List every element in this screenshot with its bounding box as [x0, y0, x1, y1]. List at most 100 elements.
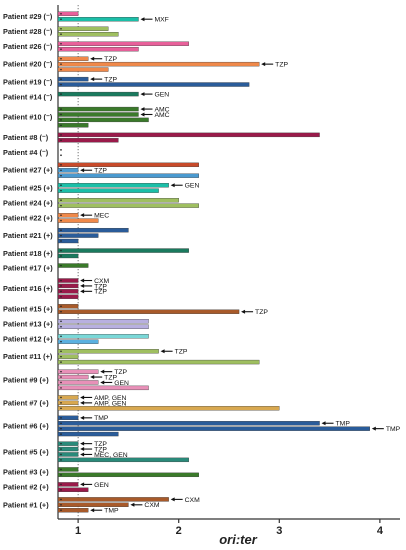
annotation-label: CXM [94, 278, 109, 285]
annotation-label: MEC [94, 213, 109, 220]
bar-dot [60, 396, 62, 399]
bar-dot [60, 468, 62, 471]
annotation-arrow-head [80, 395, 85, 400]
bar [57, 467, 79, 472]
bar [57, 441, 79, 446]
bar [57, 415, 79, 421]
annotation-arrow-head [140, 92, 145, 97]
patient-label: Patient #7 (+) [3, 398, 49, 407]
bar [57, 203, 199, 208]
bar [57, 472, 199, 478]
patient-label: Patient #13 (+) [3, 320, 53, 329]
bar [57, 309, 240, 314]
bar [57, 294, 79, 299]
bar-dot [60, 320, 62, 323]
bar [57, 233, 99, 238]
annotation-arrow-head [170, 497, 175, 502]
annotation-label: TZP [175, 349, 188, 356]
annotation-arrow-head [160, 349, 165, 354]
patient-label: Patient #2 (+) [3, 483, 49, 492]
bar-dot [60, 402, 62, 404]
bar [57, 446, 79, 452]
bar [57, 319, 149, 324]
patient-label: Patient #1 (+) [3, 500, 49, 509]
bar-dot [60, 407, 62, 410]
bar [57, 374, 89, 380]
bar [57, 132, 320, 138]
annotation-label: GEN [114, 380, 129, 387]
bar [57, 400, 79, 406]
x-tick-label: 4 [377, 525, 384, 537]
annotation-arrow-head [80, 168, 85, 173]
annotation-arrow-head [140, 17, 145, 22]
bar [57, 283, 79, 289]
bar [57, 198, 179, 203]
bar [57, 334, 149, 339]
bar [57, 213, 79, 218]
annotations-layer: MXFTZPTZPTZPGENAMCAMCTZPGENMECCXMTZPTZPT… [80, 17, 401, 515]
annotation-arrow-head [90, 508, 95, 513]
bar-dot [60, 42, 62, 45]
patient-label: Patient #6 (+) [3, 421, 49, 430]
bar [57, 227, 129, 233]
bar-dot [60, 489, 62, 491]
bar [57, 61, 260, 67]
bar [57, 508, 89, 513]
bar [57, 395, 79, 400]
bar [57, 67, 109, 72]
annotation-arrow-head [80, 441, 85, 446]
bar-dot [60, 229, 62, 231]
annotation-arrow-head [90, 56, 95, 61]
bar [57, 385, 149, 391]
patient-label: Patient #15 (+) [3, 305, 53, 314]
annotation-label: TMP [94, 415, 109, 422]
bar-dot [60, 279, 62, 282]
annotation-label: MEC, GEN [94, 452, 128, 459]
bar-dot [60, 498, 62, 501]
bar-dot [60, 93, 62, 95]
bar-dot [60, 264, 62, 267]
bars-layer [57, 11, 370, 513]
patient-label: Patient #18 (+) [3, 249, 53, 258]
bar-dot [60, 381, 62, 384]
annotation-arrow-head [241, 309, 246, 314]
annotation-label: CXM [144, 502, 159, 509]
annotation-arrow-head [80, 278, 85, 283]
bar [57, 123, 89, 128]
bar [57, 497, 169, 502]
patient-label: Patient #14 (⁻) [3, 92, 53, 101]
annotation-arrow-head [80, 447, 85, 452]
x-axis-title: ori:ter [219, 532, 258, 547]
bar [57, 218, 99, 223]
patient-label: Patient #29 (⁻) [3, 12, 53, 21]
annotation-arrow-head [80, 482, 85, 487]
bar-dot [60, 442, 62, 445]
bar-dot [60, 240, 62, 242]
bar [57, 106, 139, 112]
bar [57, 76, 89, 82]
bar-dot [60, 78, 62, 80]
bar [57, 162, 199, 168]
bar [57, 349, 159, 354]
annotation-arrow-head [80, 415, 85, 420]
bar-dot [60, 12, 62, 15]
bar [57, 359, 260, 365]
annotation-arrow-head [100, 380, 105, 385]
annotation-label: GEN [94, 482, 109, 489]
annotation-arrow-head [170, 183, 175, 188]
bar-dot [60, 219, 62, 222]
bar [57, 11, 79, 16]
bar-dot [60, 433, 62, 435]
patient-label: Patient #4 (⁻) [3, 148, 49, 157]
bar-dot [60, 134, 62, 136]
bar-dot [60, 63, 62, 65]
bar-dot [60, 285, 62, 287]
bar [57, 502, 129, 507]
bar [57, 487, 89, 492]
annotation-label: TZP [104, 374, 117, 381]
bar [57, 248, 189, 253]
bar [57, 188, 159, 193]
bar [57, 354, 79, 359]
bar-dot [60, 234, 62, 237]
bar-dot [60, 290, 62, 293]
